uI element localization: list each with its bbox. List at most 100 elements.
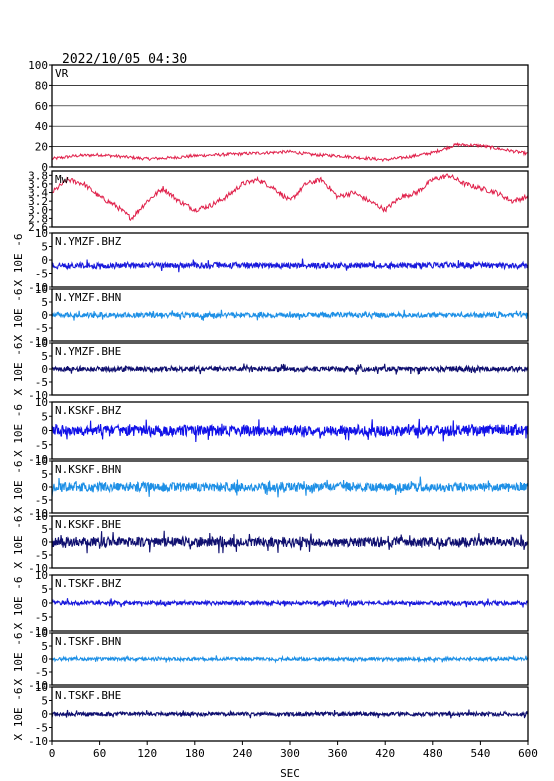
panel-label: N.TSKF.BHN (55, 635, 121, 648)
y-tick-label: -5 (35, 611, 48, 624)
y-tick-label: 5 (41, 296, 48, 309)
y-axis-label: X 10E -6 (12, 633, 25, 686)
x-tick-label: 360 (328, 747, 348, 760)
y-tick-label: 0 (41, 653, 48, 666)
series-line (51, 418, 529, 443)
series-line (51, 598, 529, 608)
y-axis-label: X 10E -6 (12, 343, 25, 396)
panel-frame (51, 64, 529, 168)
y-tick-label: 5 (41, 695, 48, 708)
y-tick-label: 5 (41, 640, 48, 653)
y-tick-label: 0 (41, 597, 48, 610)
x-axis-label: SEC (280, 767, 300, 780)
y-tick-label: -10 (28, 453, 48, 466)
y-tick-label: 10 (35, 337, 48, 350)
y-tick-label: -10 (28, 735, 48, 748)
panel-frame (51, 232, 529, 288)
panel-label: N.YMZF.BHZ (55, 235, 122, 248)
y-tick-label: 0 (41, 363, 48, 376)
x-tick-label: 180 (185, 747, 205, 760)
y-tick-label: 10 (35, 681, 48, 694)
x-tick-label: 540 (470, 747, 490, 760)
y-tick-label: 5 (41, 410, 48, 423)
y-tick-label: 40 (35, 120, 48, 133)
y-tick-label: 80 (35, 79, 48, 92)
y-tick-label: 20 (35, 141, 48, 154)
y-tick-label: 100 (28, 59, 48, 72)
x-axis: 0 60 120 180 240 300 360 420 480 540 600 (49, 741, 538, 760)
series-line (51, 258, 529, 273)
series-line (51, 709, 529, 719)
panel-frame (51, 342, 529, 396)
series-line (51, 173, 529, 221)
panel-mw: 2.62.83.03.23.43.63.8 Mw (28, 169, 529, 234)
panel-label: N.TSKF.BHE (55, 689, 121, 702)
y-tick-label: -5 (35, 376, 48, 389)
y-tick-label: -10 (28, 335, 48, 348)
y-tick-label: 5 (41, 523, 48, 536)
y-axis-label: X 10E -6 (12, 404, 25, 457)
series-line (51, 654, 529, 664)
y-tick-label: -5 (35, 439, 48, 452)
y-tick-label: 10 (35, 227, 48, 240)
panel-label: N.KSKF.BHE (55, 518, 121, 531)
y-tick-label: -10 (28, 389, 48, 402)
x-tick-label: 600 (518, 747, 538, 760)
y-tick-label: 3.4 (28, 187, 48, 200)
y-tick-label: -5 (35, 268, 48, 281)
panel-label: N.YMZF.BHN (55, 291, 121, 304)
x-tick-label: 300 (280, 747, 300, 760)
series-line (51, 309, 529, 321)
y-tick-label: -5 (35, 494, 48, 507)
y-tick-label: -5 (35, 322, 48, 335)
y-tick-label: 5 (41, 350, 48, 363)
series-line (51, 530, 529, 554)
y-tick-label: 0 (41, 309, 48, 322)
y-axis-label: X 10E -6 (12, 289, 25, 342)
panel-frame (51, 515, 529, 569)
panel-frame (51, 632, 529, 686)
y-axis-label: X 10E -6 (12, 234, 25, 287)
panel-vr: 0 20 40 60 80 100 VR (28, 59, 529, 174)
panel-frame (51, 460, 529, 514)
series-line (51, 476, 529, 498)
y-tick-label: 10 (35, 396, 48, 409)
y-tick-label: 10 (35, 627, 48, 640)
y-tick-label: 3.6 (28, 178, 48, 191)
y-tick-label: 5 (41, 468, 48, 481)
x-tick-label: 120 (137, 747, 157, 760)
y-tick-label: 0 (41, 254, 48, 267)
y-tick-label: -10 (28, 562, 48, 575)
panel-frame (51, 574, 529, 632)
y-tick-label: 0 (41, 425, 48, 438)
series-line (51, 363, 529, 375)
y-tick-label: 10 (35, 283, 48, 296)
panel-label: Mw (55, 173, 69, 186)
y-tick-label: 3.0 (28, 204, 48, 217)
panel-frame (51, 170, 529, 228)
y-tick-label: 3.2 (28, 195, 48, 208)
y-tick-label: 3.8 (28, 169, 48, 182)
panel-label: N.KSKF.BHN (55, 463, 121, 476)
y-tick-label: -10 (28, 679, 48, 692)
panel-frame (51, 288, 529, 342)
y-axis-label: X 10E -6 (12, 461, 25, 514)
x-tick-label: 0 (49, 747, 56, 760)
panel-label: N.TSKF.BHZ (55, 577, 122, 590)
y-tick-label: 0 (41, 481, 48, 494)
y-tick-label: -5 (35, 722, 48, 735)
y-tick-label: -5 (35, 549, 48, 562)
y-tick-label: -10 (28, 507, 48, 520)
chart-title: 2022/10/05 04:30 (62, 52, 187, 67)
y-tick-label: 60 (35, 100, 48, 113)
y-tick-label: 0 (41, 161, 48, 174)
